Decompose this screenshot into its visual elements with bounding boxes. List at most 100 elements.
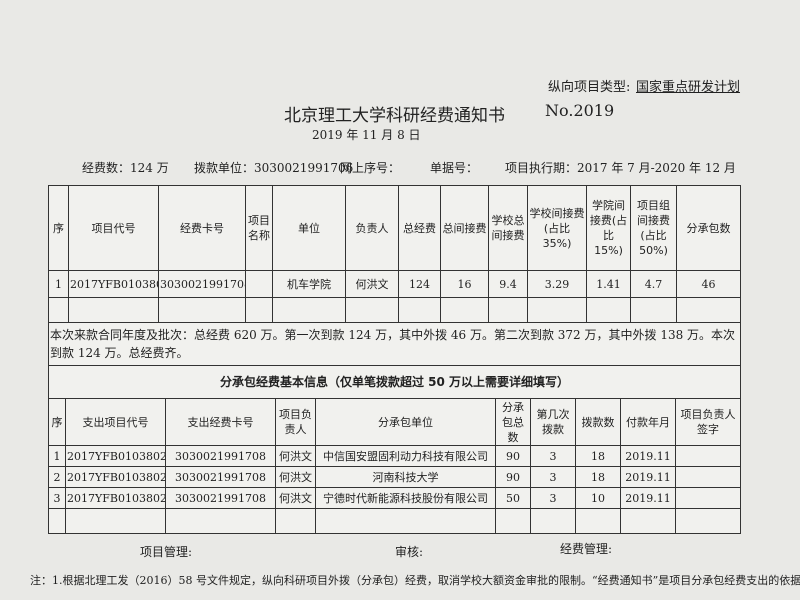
header-cell: 分承包总数 (495, 398, 531, 446)
header-cell: 负责人 (345, 185, 399, 271)
cell (65, 508, 166, 534)
info: 网上序号： (340, 161, 401, 175)
cell: 3 (530, 466, 576, 488)
cell (272, 297, 346, 323)
cell: 1 (48, 445, 66, 467)
row (48, 297, 741, 323)
cell: 2017YFB0103802 (65, 466, 166, 488)
row: 3 2017YFB0103802 3030021991708 何洪文 宁德时代新能源科技… (48, 487, 742, 509)
cell: 2017YFB0103802 (65, 487, 166, 509)
cell (674, 466, 742, 488)
title-row: 分承包经费基本信息（仅单笔拨款超过 50 万以上需要详细填写） (47, 365, 742, 399)
cell: 中信国安盟固利动力科技有限公司 (315, 445, 496, 467)
cell: 18 (575, 466, 621, 488)
cell: 3 (530, 487, 576, 509)
cell (527, 297, 587, 323)
cell (158, 297, 246, 323)
header-cell: 单位 (272, 185, 346, 271)
cell (48, 508, 66, 534)
cell: 9.4 (488, 270, 528, 298)
cell (488, 297, 528, 323)
header-cell: 总经费 (398, 185, 441, 271)
number: No.2019 (545, 101, 615, 120)
header-cell: 序 (48, 398, 66, 446)
cell (245, 297, 273, 323)
cell (440, 297, 489, 323)
cell (495, 508, 531, 534)
cell: 50 (495, 487, 531, 509)
row: 1 2017YFB0103802 3030021991708 何洪文 中信国安盟固利动力… (48, 445, 742, 467)
info: 项目执行期：2017 年 7 月-2020 年 12 月 (505, 161, 736, 175)
cell (245, 270, 273, 298)
header-cell: 第几次拨款 (530, 398, 576, 446)
cell: 3 (48, 487, 66, 509)
cell (398, 297, 441, 323)
cell (620, 508, 676, 534)
cell: 2019.11 (620, 466, 676, 488)
note-row: 本次来款合同年度及批次：总经费 620 万。第一次到款 124 万，其中外拨 4… (48, 322, 741, 366)
cell: 46 (676, 270, 741, 298)
header-cell: 学校总间接费 (488, 185, 528, 271)
header-cell: 分承包数 (676, 185, 741, 271)
cell: 2 (48, 466, 66, 488)
cell: 宁德时代新能源科技股份有限公司 (315, 487, 496, 509)
signature: 项目管理: (140, 545, 193, 559)
cell: 16 (440, 270, 489, 298)
table-funding: 序项目代号 经费卡号 项目名称 单位 负责人 总经费 总间接费 学校总间接费 学校间接费(占比 … (48, 185, 741, 366)
cell: 何洪文 (275, 445, 316, 467)
cell: 2019.11 (620, 487, 676, 509)
cell: 何洪文 (345, 270, 399, 298)
cell (165, 508, 276, 534)
project-type: 国家重点研发计划 (636, 80, 741, 95)
info: 拨款单位：3030021991706 (194, 161, 354, 175)
cell: 90 (495, 445, 531, 467)
header-cell: 项目代号 (68, 185, 159, 271)
cell: 1 (48, 270, 69, 298)
cell (530, 508, 576, 534)
cell: 机车学院 (272, 270, 346, 298)
header-cell: 支出项目代号 (65, 398, 166, 446)
title: 北京理工大学科研经费通知书 (284, 106, 505, 126)
cell (68, 297, 159, 323)
header-cell: 项目名称 (245, 185, 273, 271)
cell (586, 297, 631, 323)
header-cell: 项目负责人签字 (674, 398, 742, 446)
project-type-label: 纵向项目类型: (548, 80, 631, 95)
cell (48, 297, 69, 323)
cell: 河南科技大学 (315, 466, 496, 488)
cell: 何洪文 (275, 466, 316, 488)
cell: 3030021991708 (158, 270, 246, 298)
row (48, 508, 742, 534)
cell: 1.41 (586, 270, 631, 298)
table-title: 分承包经费基本信息（仅单笔拨款超过 50 万以上需要详细填写） (47, 365, 742, 399)
cell: 3030021991708 (165, 487, 276, 509)
cell: 4.7 (630, 270, 677, 298)
cell (674, 445, 742, 467)
header-cell: 序 (48, 185, 69, 271)
cell (676, 297, 741, 323)
cell: 2017YFB0103802 (68, 270, 159, 298)
cell: 2017YFB0103802 (65, 445, 166, 467)
info: 经费数：124 万 (82, 161, 169, 175)
cell: 3 (530, 445, 576, 467)
cell: 3030021991708 (165, 445, 276, 467)
cell (315, 508, 496, 534)
info: 单据号： (430, 161, 479, 175)
header-cell: 经费卡号 (158, 185, 246, 271)
cell: 10 (575, 487, 621, 509)
date: 2019 年 11 月 8 日 (312, 128, 421, 142)
table-subcontract: 分承包经费基本信息（仅单笔拨款超过 50 万以上需要详细填写）序支出项目代号 支出… (47, 365, 742, 534)
footnote: 注：1.根据北理工发（2016）58 号文件规定，纵向科研项目外拨（分承包）经费… (30, 574, 800, 587)
cell: 90 (495, 466, 531, 488)
header-cell: 支出经费卡号 (165, 398, 276, 446)
note: 本次来款合同年度及批次：总经费 620 万。第一次到款 124 万，其中外拨 4… (48, 322, 741, 366)
header-cell: 拨款数 (575, 398, 621, 446)
header-cell: 分承包单位 (315, 398, 496, 446)
cell (575, 508, 621, 534)
cell: 3.29 (527, 270, 587, 298)
header-cell: 项目负责人 (275, 398, 316, 446)
cell (345, 297, 399, 323)
header-row: 序支出项目代号 支出经费卡号 项目负责人 分承包单位 分承包总数 第几次拨款 拨款数 付款年月… (48, 398, 742, 446)
header-cell: 总间接费 (440, 185, 489, 271)
